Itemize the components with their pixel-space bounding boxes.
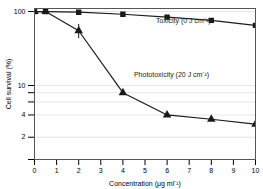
svg-text:Toxicity (0 J cm⁻²): Toxicity (0 J cm⁻²) xyxy=(156,17,211,25)
svg-text:4: 4 xyxy=(22,111,26,118)
svg-text:8: 8 xyxy=(209,167,213,174)
svg-text:10: 10 xyxy=(252,167,260,174)
svg-text:0: 0 xyxy=(33,167,37,174)
svg-text:2: 2 xyxy=(22,133,26,140)
svg-text:100: 100 xyxy=(14,8,26,15)
svg-text:10: 10 xyxy=(18,82,26,89)
svg-text:5: 5 xyxy=(143,167,147,174)
svg-text:7: 7 xyxy=(187,167,191,174)
svg-text:Concentration (μg ml⁻¹): Concentration (μg ml⁻¹) xyxy=(109,180,181,188)
svg-text:1: 1 xyxy=(55,167,59,174)
svg-text:3: 3 xyxy=(99,167,103,174)
svg-text:Phototoxicity (20 J cm⁻²): Phototoxicity (20 J cm⁻²) xyxy=(134,71,209,79)
svg-text:9: 9 xyxy=(231,167,235,174)
svg-text:6: 6 xyxy=(165,167,169,174)
svg-text:2: 2 xyxy=(77,167,81,174)
svg-text:Cell survival (%): Cell survival (%) xyxy=(5,59,13,110)
svg-text:4: 4 xyxy=(121,167,125,174)
